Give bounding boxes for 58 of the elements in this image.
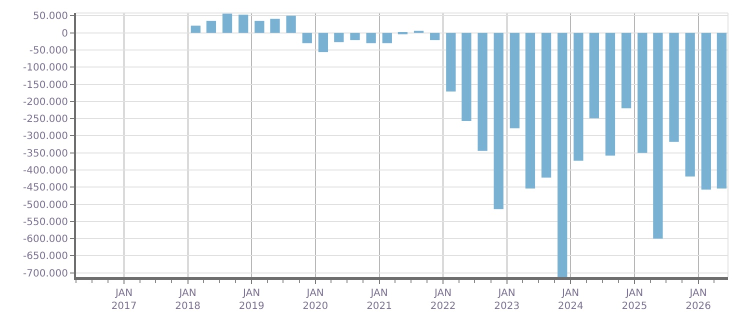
bar — [669, 32, 679, 142]
x-tick-label: JAN 2026 — [686, 288, 712, 312]
y-tick-label: -700.000 — [23, 268, 68, 280]
bar — [270, 18, 280, 33]
bar — [334, 32, 344, 42]
bar — [622, 32, 632, 108]
y-tick-label: 50.000 — [33, 11, 68, 22]
bar — [525, 32, 536, 189]
x-tick-label: JAN 2023 — [494, 288, 520, 312]
y-tick-label: -200.000 — [23, 96, 68, 108]
bar — [190, 26, 200, 33]
bar — [558, 32, 568, 277]
x-tick-label: JAN 2017 — [111, 288, 137, 312]
bar — [222, 14, 232, 33]
bar — [254, 20, 264, 33]
y-tick-label: -550.000 — [23, 216, 68, 228]
y-tick-label: -150.000 — [23, 80, 68, 91]
y-tick-label: 0 — [62, 28, 68, 40]
x-tick-label: JAN 2020 — [302, 288, 328, 312]
y-tick-label: -100.000 — [23, 62, 68, 74]
y-tick-label: -650.000 — [23, 251, 68, 262]
y-tick-label: -50.000 — [29, 46, 68, 57]
bar — [478, 32, 488, 151]
y-tick-label: -250.000 — [23, 114, 68, 126]
y-tick-label: -500.000 — [23, 200, 68, 211]
y-tick-label: -400.000 — [23, 166, 68, 177]
bar — [685, 32, 695, 177]
bar — [318, 32, 328, 52]
bar — [574, 32, 584, 161]
bar — [462, 32, 472, 121]
y-tick-label: -600.000 — [23, 234, 68, 246]
bar — [382, 32, 392, 44]
bar — [605, 32, 616, 156]
x-tick-label: JAN 2021 — [366, 288, 392, 312]
bar — [286, 16, 296, 33]
bar — [430, 32, 440, 40]
y-tick-label: -300.000 — [23, 131, 68, 142]
bar — [350, 32, 360, 40]
x-tick-label: JAN 2022 — [430, 288, 456, 312]
bar — [446, 32, 456, 92]
bar — [589, 32, 599, 118]
bar — [541, 32, 552, 178]
bar — [638, 32, 648, 153]
x-tick-label: JAN 2019 — [238, 288, 264, 312]
bar — [206, 20, 216, 33]
bar — [302, 32, 312, 44]
bar — [238, 14, 248, 33]
bar — [510, 32, 520, 128]
x-tick-label: JAN 2025 — [622, 288, 648, 312]
x-tick-label: JAN 2018 — [175, 288, 201, 312]
bar — [366, 32, 376, 44]
y-tick-label: -350.000 — [23, 148, 68, 160]
y-tick-label: -450.000 — [23, 182, 68, 194]
bar — [653, 32, 663, 239]
x-tick-label: JAN 2024 — [558, 288, 584, 312]
bar — [716, 32, 727, 189]
bar — [494, 32, 504, 210]
bar — [701, 32, 711, 190]
